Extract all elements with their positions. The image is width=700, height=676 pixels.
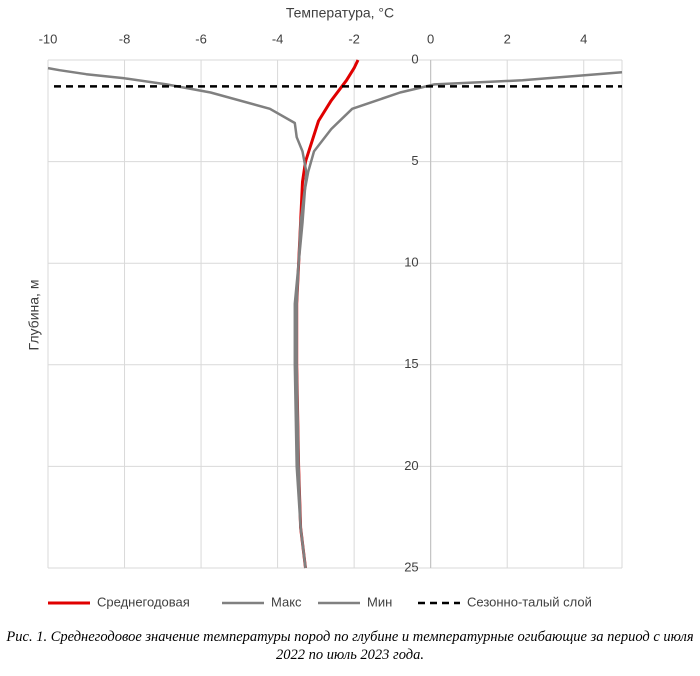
legend-label: Макс <box>271 594 302 609</box>
x-axis-title: Температура, °C <box>286 5 394 21</box>
y-axis-title: Глубина, м <box>26 280 42 351</box>
legend-label: Сезонно-талый слой <box>467 594 592 609</box>
chart: Температура, °C Глубина, м -10 -8 -6 -4 -2 0 2… <box>26 5 623 609</box>
legend-label: Среднегодовая <box>97 594 190 609</box>
x-tick-label: 4 <box>580 31 587 46</box>
page: {"chart_data": {"type": "line", "x_label… <box>6 4 694 663</box>
series-line <box>295 59 360 569</box>
y-tick-label: 20 <box>404 458 418 473</box>
x-tick-label: -6 <box>195 31 207 46</box>
y-tick-label: 15 <box>404 356 418 371</box>
x-tick-label: -10 <box>39 31 58 46</box>
series-line <box>47 66 308 569</box>
y-tick-label: 25 <box>404 559 418 574</box>
x-tick-label: 2 <box>504 31 511 46</box>
series-line <box>295 70 623 569</box>
x-tick-label: -2 <box>348 31 360 46</box>
x-tick-label: 0 <box>427 31 434 46</box>
x-tick-label: -8 <box>119 31 131 46</box>
y-tick-label: 10 <box>404 255 418 270</box>
figure-caption: Рис. 1. Среднегодовое значение температу… <box>6 629 694 663</box>
y-tick-label: 5 <box>411 153 418 168</box>
x-tick-label: -4 <box>272 31 284 46</box>
y-tick-label: 0 <box>411 51 418 66</box>
legend-label: Мин <box>367 594 392 609</box>
